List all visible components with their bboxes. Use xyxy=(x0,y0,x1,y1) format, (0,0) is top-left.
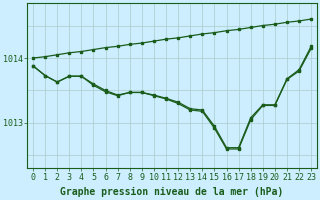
X-axis label: Graphe pression niveau de la mer (hPa): Graphe pression niveau de la mer (hPa) xyxy=(60,187,284,197)
